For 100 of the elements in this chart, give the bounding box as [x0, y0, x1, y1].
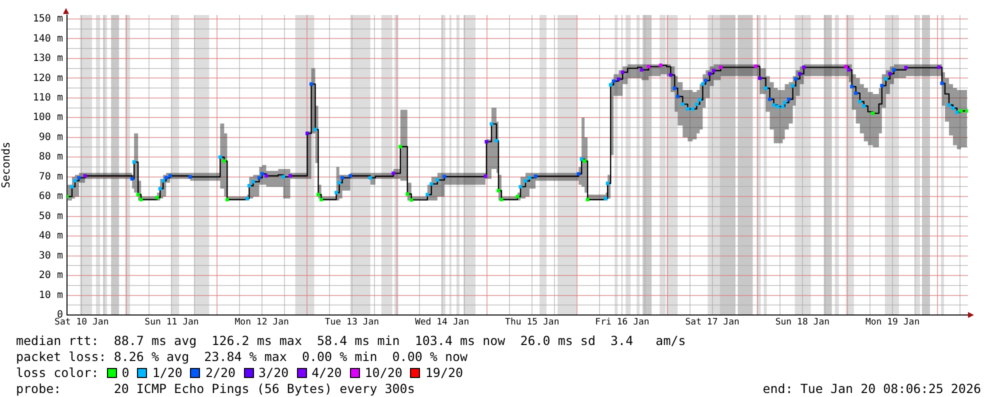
point	[426, 192, 430, 196]
x-tick-label: Tue 13 Jan	[324, 318, 380, 328]
point	[892, 68, 896, 72]
point	[586, 198, 590, 202]
point	[188, 175, 192, 179]
point	[959, 109, 963, 113]
point	[576, 172, 580, 176]
point	[484, 174, 488, 178]
y-tick-label: 50 m	[38, 210, 63, 222]
point	[496, 188, 500, 192]
point	[392, 172, 396, 176]
point	[132, 160, 136, 164]
point	[951, 106, 955, 110]
legend-label: 0	[122, 365, 130, 381]
point	[700, 82, 704, 86]
legend-label: 1/20	[152, 365, 182, 381]
point	[794, 77, 798, 81]
point	[83, 174, 87, 178]
point	[516, 194, 520, 198]
point	[871, 112, 875, 116]
x-tick-label: Thu 15 Jan	[505, 318, 560, 328]
point	[490, 122, 494, 126]
point	[787, 98, 791, 102]
point	[288, 174, 292, 178]
y-tick-label: 150 m	[32, 14, 63, 25]
point	[348, 174, 352, 178]
point	[844, 64, 848, 68]
point	[704, 78, 708, 82]
x-tick-label: Wed 14 Jan	[414, 318, 470, 328]
y-tick-label: 80 m	[38, 152, 63, 163]
point	[164, 176, 168, 180]
point	[406, 192, 410, 196]
point	[698, 98, 702, 102]
point	[306, 132, 310, 136]
point	[854, 91, 858, 95]
y-axis-title: Seconds	[0, 142, 12, 188]
y-tick-label: 40 m	[38, 230, 63, 242]
legend-label: 10/20	[364, 365, 402, 381]
point	[904, 66, 908, 70]
point	[658, 64, 662, 68]
point	[139, 198, 143, 202]
text: end: Tue Jan 20 08:06:25 2026	[762, 381, 981, 397]
y-tick-label: 60 m	[38, 191, 63, 202]
point	[155, 196, 159, 200]
point	[136, 192, 140, 196]
y-tick-label: 20 m	[38, 270, 63, 282]
point	[772, 103, 776, 107]
point	[955, 110, 959, 114]
y-tick-label: 90 m	[38, 132, 63, 143]
point	[500, 198, 504, 202]
point	[880, 84, 884, 88]
point	[436, 178, 440, 182]
point	[858, 100, 862, 104]
point	[798, 72, 802, 76]
point	[708, 72, 712, 76]
legend-label: 2/20	[205, 365, 236, 381]
point	[245, 196, 249, 200]
point	[764, 86, 768, 90]
point	[528, 176, 532, 180]
point	[260, 172, 264, 176]
point	[264, 174, 268, 178]
point	[310, 82, 314, 86]
point	[70, 184, 74, 188]
point	[781, 104, 785, 108]
point	[608, 83, 612, 87]
point	[620, 70, 624, 74]
point	[398, 144, 402, 148]
point	[161, 179, 165, 183]
point	[884, 77, 888, 81]
x-tick-label: Mon 19 Jan	[865, 318, 920, 328]
point	[776, 104, 780, 108]
point	[158, 186, 162, 190]
point	[314, 128, 318, 132]
point	[680, 102, 684, 106]
point	[888, 72, 892, 76]
text: probe: 20 ICMP Echo Pings (56 Bytes) every 300s	[16, 381, 415, 397]
point	[604, 196, 608, 200]
x-tick-label: Fri 16 Jan	[595, 318, 650, 328]
point	[676, 94, 680, 98]
point	[168, 174, 172, 178]
point	[410, 198, 414, 202]
y-tick-label: 130 m	[32, 53, 63, 64]
point	[672, 86, 676, 90]
point	[947, 103, 951, 107]
point	[694, 102, 698, 106]
point	[518, 184, 522, 188]
point	[768, 98, 772, 102]
point	[668, 73, 672, 77]
point	[850, 84, 854, 88]
point	[281, 175, 286, 179]
x-tick-label: Sat 17 Jan	[685, 318, 740, 328]
legend-label: 4/20	[312, 365, 342, 381]
point	[130, 177, 134, 181]
point	[534, 174, 538, 178]
x-tick-label: Mon 12 Jan	[234, 318, 289, 328]
point	[640, 68, 644, 72]
y-tick-label: 120 m	[32, 72, 63, 84]
point	[965, 109, 968, 113]
text: packet loss: 8.26 % avg 23.84 % max 0.00 % min 0.00 % now	[16, 349, 469, 365]
point	[251, 180, 255, 184]
